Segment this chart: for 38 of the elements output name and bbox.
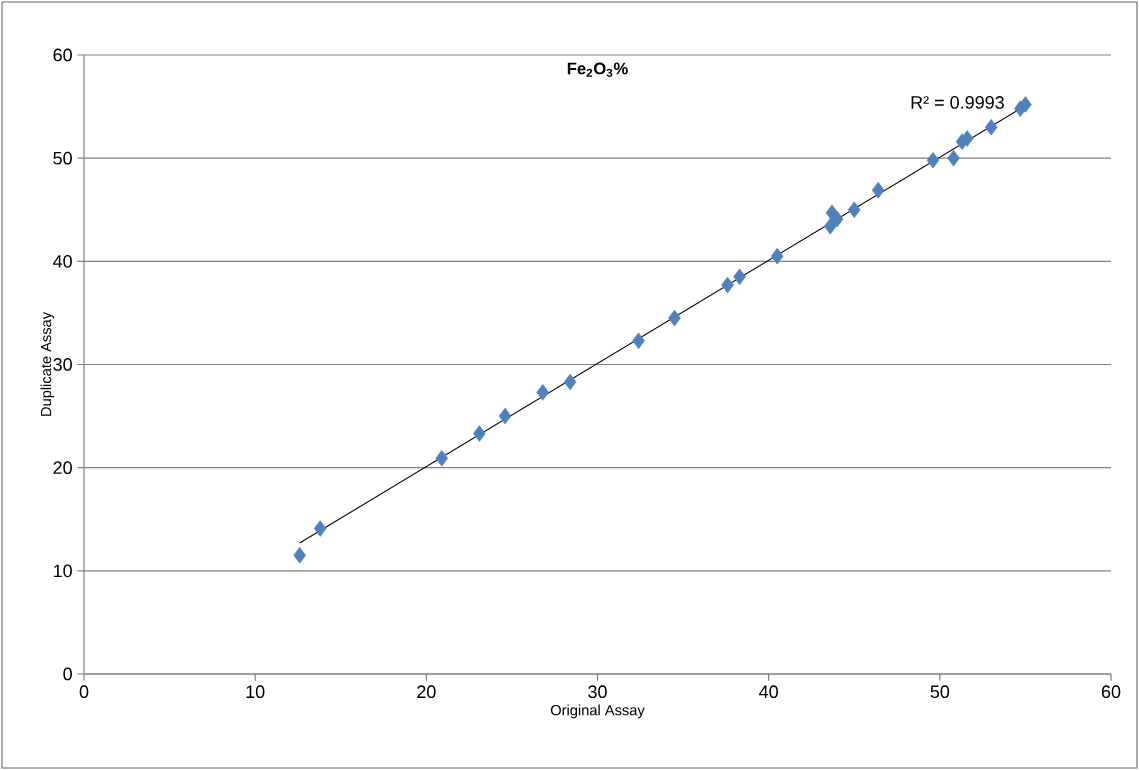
x-tick-label: 0 — [79, 685, 89, 699]
point — [733, 268, 746, 286]
point — [435, 450, 449, 467]
x-tick-label: 40 — [759, 685, 778, 699]
point — [668, 309, 681, 327]
point — [947, 149, 960, 167]
y-tick-label: 20 — [53, 461, 72, 475]
point — [926, 151, 940, 169]
y-axis-title: Duplicate Assay — [40, 311, 55, 416]
point — [1019, 96, 1032, 113]
point — [770, 247, 784, 265]
point — [847, 201, 861, 219]
point — [293, 547, 306, 564]
point — [871, 181, 885, 199]
point — [473, 425, 486, 442]
point — [984, 118, 998, 136]
y-tick-label: 30 — [53, 358, 72, 371]
point — [498, 407, 512, 425]
y-tick-label: 40 — [53, 254, 72, 268]
x-tick-label: 60 — [1101, 685, 1121, 699]
chart-title: Fe$_{2}$O$_{3}$% — [567, 62, 628, 77]
y-tick-label: 50 — [53, 151, 72, 165]
y-tick-label: 60 — [53, 48, 72, 62]
point — [830, 210, 844, 228]
point — [632, 332, 645, 350]
x-tick-label: 10 — [246, 685, 265, 699]
point — [536, 384, 549, 401]
x-tick-label: 20 — [417, 685, 436, 699]
x-tick-label: 50 — [930, 685, 950, 699]
y-tick-label: 0 — [63, 667, 72, 681]
annotation: R² = 0.9993 — [911, 96, 1004, 109]
point — [563, 373, 577, 391]
point — [721, 276, 734, 294]
point — [313, 520, 327, 537]
point — [824, 217, 837, 235]
x-axis-title: Original Assay — [550, 704, 645, 719]
x-tick-label: 30 — [588, 685, 607, 699]
y-tick-label: 10 — [53, 564, 72, 578]
